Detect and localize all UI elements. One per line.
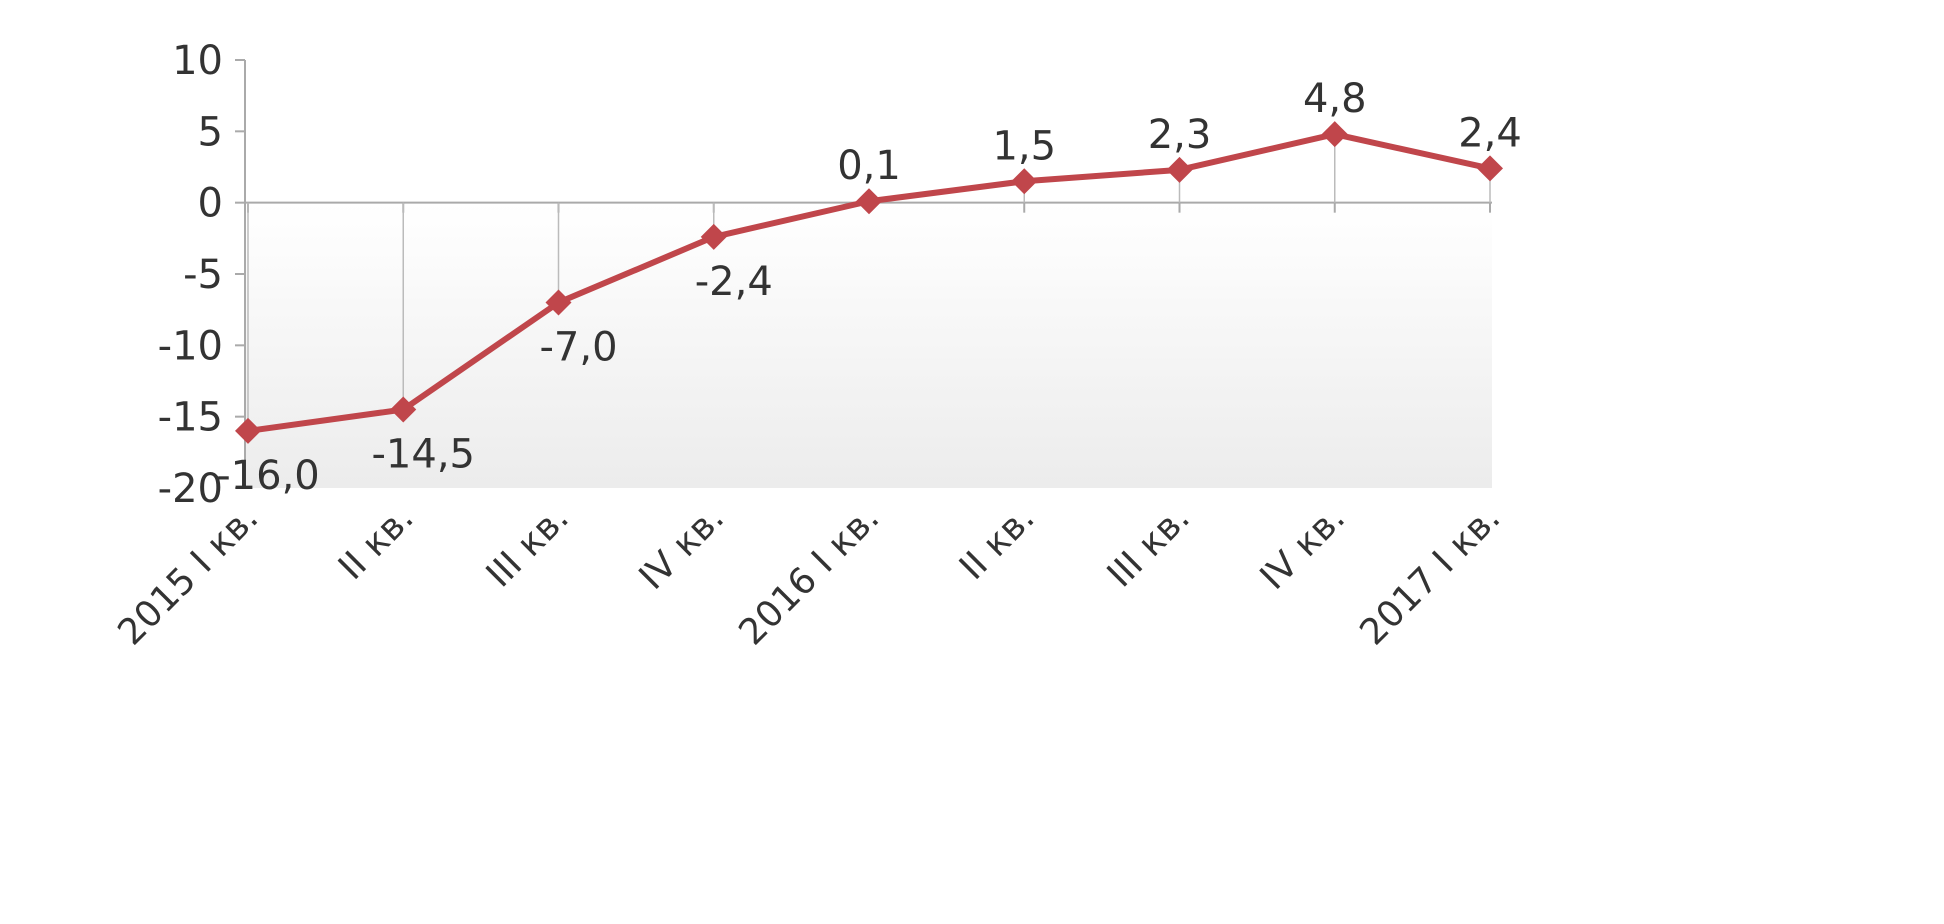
x-category-label: II кв. <box>952 497 1043 588</box>
data-point-marker <box>700 223 727 250</box>
plot-area-background <box>245 202 1492 488</box>
y-tick-label: 0 <box>198 181 223 227</box>
data-point-marker <box>856 188 882 215</box>
y-tick-label: -20 <box>158 466 223 512</box>
x-category-label: II кв. <box>331 497 422 588</box>
y-tick-label: -5 <box>183 252 223 298</box>
y-tick-label: -10 <box>158 323 223 369</box>
data-point-marker <box>1011 168 1038 195</box>
data-label: 4,8 <box>1303 76 1367 122</box>
data-label: -14,5 <box>372 432 476 478</box>
data-point-marker <box>1321 121 1348 148</box>
x-category-label: III кв. <box>1100 497 1198 595</box>
data-point-marker <box>235 417 261 444</box>
x-category-label: 2017 I кв. <box>1352 497 1508 653</box>
y-tick-label: 5 <box>198 109 223 155</box>
x-category-label: IV кв. <box>1253 497 1353 597</box>
data-label: -7,0 <box>539 325 617 371</box>
y-tick-label: 10 <box>172 38 223 84</box>
data-point-marker <box>390 396 417 423</box>
x-category-label: IV кв. <box>632 497 732 597</box>
data-label: 0,1 <box>837 143 901 189</box>
data-point-marker <box>1166 156 1193 183</box>
data-label: 2,3 <box>1148 112 1212 158</box>
x-category-label: 2015 I кв. <box>110 497 266 653</box>
x-category-label: 2016 I кв. <box>731 497 887 653</box>
data-label: -16,0 <box>216 453 320 499</box>
y-tick-label: -15 <box>158 395 223 441</box>
data-point-marker <box>1477 155 1503 182</box>
x-category-label: III кв. <box>479 497 577 595</box>
data-point-marker <box>545 289 572 316</box>
data-label: 2,4 <box>1458 110 1522 156</box>
data-label: 1,5 <box>992 123 1056 169</box>
data-label: -2,4 <box>695 259 773 305</box>
